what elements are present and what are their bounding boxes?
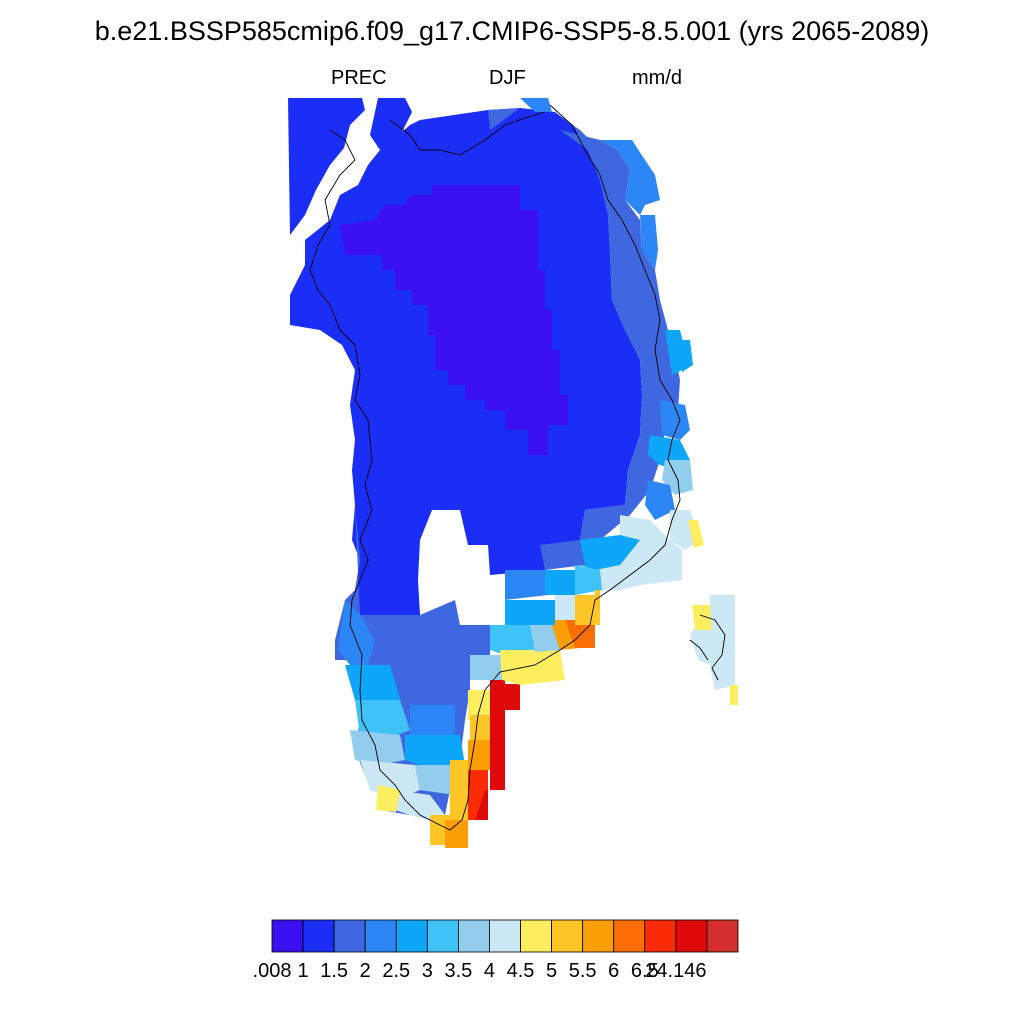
colorbar-swatch [302,919,335,953]
colorbar-swatch [675,919,708,953]
colorbar-swatch [551,919,584,953]
season-label: DJF [489,67,526,89]
coastline [309,104,726,831]
colorbar-swatch [426,919,459,953]
precip-field [288,98,738,848]
colorbar-swatch [613,919,646,953]
colorbar-tick-label: 4 [483,960,496,982]
colorbar-tick-label: 6 [608,960,620,982]
colorbar-swatch [489,919,521,953]
colorbar-tick-label: 5.5 [568,960,597,982]
colorbar-swatch [644,919,677,953]
colorbar-swatch [333,919,366,953]
units-label: mm/d [632,67,682,89]
colorbar-swatch [457,919,490,953]
colorbar-tick-label: 6.5 [630,960,659,982]
colorbar-tick-label: 2 [359,960,371,982]
colorbar-tick-label: 24.146 [645,960,707,982]
colorbar-tick-label: 2.5 [382,960,411,982]
colorbar-tick-label: 3 [421,960,433,982]
colorbar-tick-label: 4.5 [506,960,535,982]
colorbar-swatch [582,919,615,953]
colorbar-tick-label: 3.5 [444,960,473,982]
variable-label: PREC [331,67,387,89]
map-title: b.e21.BSSP585cmip6.f09_g17.CMIP6-SSP5-8.… [94,16,930,46]
colorbar-swatch [706,919,739,953]
colorbar-swatch [364,919,397,953]
colorbar-tick-label: 1 [297,960,309,982]
colorbar-swatch [271,919,304,953]
colorbar-tick-label: .008 [252,960,292,982]
colorbar-swatch [395,919,428,953]
colorbar-tick-label: 5 [546,960,558,982]
colorbar-swatch [520,919,552,953]
colorbar-tick-label: 1.5 [320,960,349,982]
